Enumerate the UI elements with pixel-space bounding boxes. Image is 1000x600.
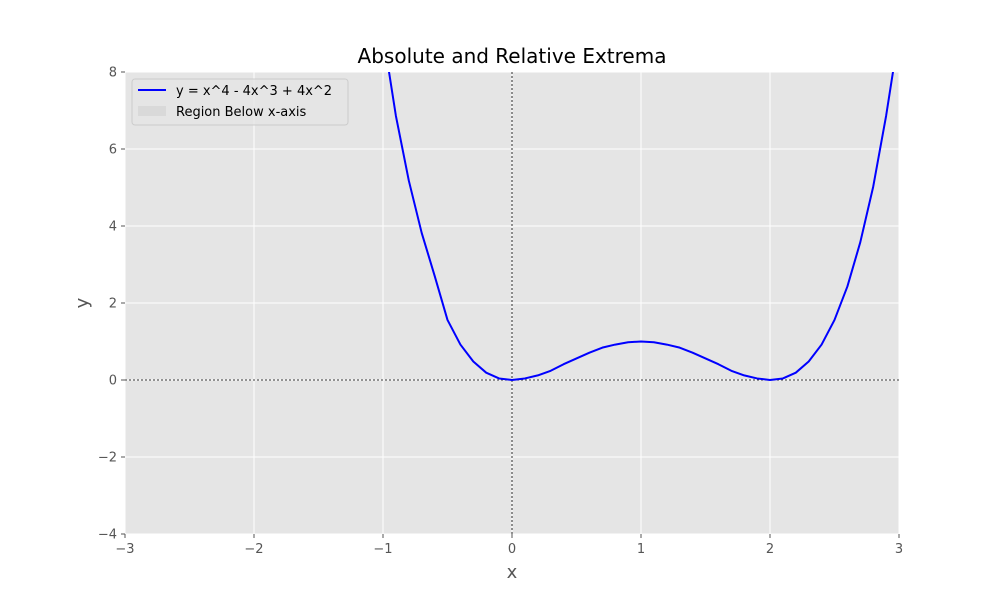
series-line-curve	[388, 72, 894, 381]
y-tick-label: −4	[98, 528, 117, 543]
y-tick-label: 8	[109, 66, 117, 81]
x-tick-label: 0	[508, 542, 516, 557]
legend-box	[131, 78, 349, 126]
y-tick-label: 6	[109, 143, 117, 158]
legend-entry-region: Region Below x-axis	[176, 105, 307, 120]
legend: y = x^4 - 4x^3 + 4x^2 Region Below x-axi…	[131, 78, 349, 126]
series	[388, 72, 894, 381]
x-tick-label: −2	[244, 542, 263, 557]
x-axis-label: x	[507, 562, 518, 583]
x-tick-label: −1	[373, 542, 392, 557]
y-tick-label: 0	[109, 374, 117, 389]
ticks: −3 −2 −1 0 1 2 3 −4 −2 0 2 4 6 8	[98, 66, 903, 558]
y-tick-label: −2	[98, 451, 117, 466]
chart-title: Absolute and Relative Extrema	[358, 44, 667, 68]
y-axis-label: y	[72, 297, 93, 308]
y-tick-label: 2	[109, 297, 117, 312]
y-tick-label: 4	[109, 220, 117, 235]
legend-area-swatch	[138, 106, 166, 116]
x-tick-label: −3	[115, 542, 134, 557]
x-tick-label: 3	[895, 542, 903, 557]
x-tick-label: 2	[766, 542, 774, 557]
x-tick-label: 1	[637, 542, 645, 557]
legend-entry-curve: y = x^4 - 4x^3 + 4x^2	[176, 84, 332, 99]
